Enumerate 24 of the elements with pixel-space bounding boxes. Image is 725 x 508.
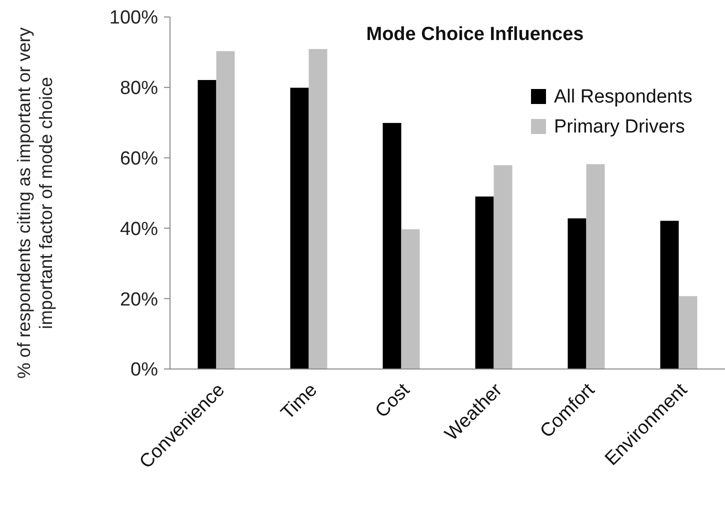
legend-label: Primary Drivers <box>554 116 685 138</box>
y-tick-label: 40% <box>120 218 158 240</box>
bar <box>475 196 494 369</box>
bar <box>660 220 679 369</box>
chart-title: Mode Choice Influences <box>366 24 584 45</box>
y-tick-label: 100% <box>109 8 158 29</box>
y-tick-label: 60% <box>120 148 158 170</box>
y-tick-label: 20% <box>120 289 158 310</box>
x-tick-label: Time <box>277 380 322 424</box>
bar <box>216 51 235 369</box>
bar <box>401 229 420 369</box>
bar <box>308 49 328 369</box>
bar <box>494 165 512 369</box>
bar <box>586 164 605 369</box>
legend-label: All Respondents <box>554 86 692 108</box>
y-tick-label: 0% <box>130 360 158 381</box>
bar <box>382 122 402 369</box>
y-tick-label: 80% <box>120 78 158 100</box>
bar <box>290 88 309 369</box>
bar <box>568 218 586 369</box>
bar <box>678 296 698 369</box>
y-axis-title: % of respondents citing as important or very important factor of mode choice <box>14 27 56 379</box>
bar <box>198 80 216 369</box>
x-tick-label: Cost <box>372 379 415 422</box>
